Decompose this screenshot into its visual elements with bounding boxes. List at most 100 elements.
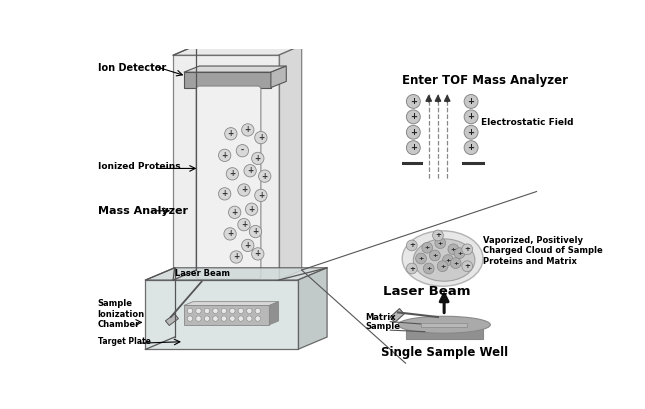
- Polygon shape: [279, 45, 302, 280]
- Text: +: +: [222, 151, 228, 160]
- Circle shape: [252, 152, 264, 164]
- Circle shape: [406, 240, 417, 251]
- Text: +: +: [410, 112, 417, 121]
- Polygon shape: [406, 325, 482, 339]
- Text: +: +: [252, 227, 259, 236]
- Text: +: +: [468, 112, 475, 121]
- Circle shape: [255, 316, 261, 321]
- Polygon shape: [173, 55, 279, 280]
- Circle shape: [250, 225, 262, 238]
- Circle shape: [246, 203, 258, 216]
- Circle shape: [246, 316, 252, 321]
- Circle shape: [430, 250, 441, 261]
- Circle shape: [246, 308, 252, 314]
- Circle shape: [224, 128, 237, 140]
- Circle shape: [236, 144, 248, 157]
- Text: +: +: [464, 263, 470, 269]
- Polygon shape: [184, 72, 271, 88]
- Circle shape: [213, 316, 218, 321]
- Circle shape: [204, 308, 210, 314]
- Text: Sample: Sample: [366, 322, 401, 331]
- Text: Sample
Ionization
Chamber: Sample Ionization Chamber: [97, 299, 144, 329]
- Text: Ion Detector: Ion Detector: [97, 63, 166, 73]
- Circle shape: [230, 316, 235, 321]
- Polygon shape: [184, 306, 270, 325]
- FancyBboxPatch shape: [196, 86, 261, 279]
- Text: +: +: [241, 220, 247, 229]
- Text: +: +: [244, 241, 251, 250]
- Circle shape: [464, 110, 478, 124]
- Text: +: +: [424, 245, 430, 250]
- Text: +: +: [453, 261, 459, 265]
- Text: +: +: [410, 97, 417, 106]
- Text: +: +: [229, 169, 235, 178]
- Polygon shape: [271, 66, 286, 88]
- Circle shape: [435, 238, 446, 249]
- Text: +: +: [258, 191, 264, 200]
- Polygon shape: [298, 268, 327, 349]
- Circle shape: [244, 164, 256, 177]
- Circle shape: [406, 263, 417, 274]
- Polygon shape: [145, 280, 298, 349]
- Circle shape: [406, 141, 421, 155]
- Circle shape: [259, 170, 271, 182]
- Circle shape: [464, 125, 478, 139]
- Text: +: +: [419, 256, 424, 261]
- Text: +: +: [410, 128, 417, 137]
- Circle shape: [442, 255, 453, 265]
- Circle shape: [238, 308, 244, 314]
- Circle shape: [238, 184, 250, 196]
- Text: Single Sample Well: Single Sample Well: [381, 346, 508, 359]
- Ellipse shape: [398, 316, 490, 333]
- Text: +: +: [255, 154, 261, 163]
- Text: Laser Beam: Laser Beam: [175, 269, 230, 278]
- Ellipse shape: [413, 239, 475, 281]
- Text: +: +: [438, 240, 443, 246]
- Circle shape: [196, 308, 201, 314]
- Polygon shape: [270, 302, 279, 325]
- Circle shape: [406, 125, 421, 139]
- Circle shape: [221, 316, 226, 321]
- Circle shape: [462, 261, 473, 272]
- Text: +: +: [426, 266, 432, 271]
- Text: +: +: [227, 229, 233, 238]
- Polygon shape: [390, 308, 404, 322]
- Circle shape: [213, 308, 218, 314]
- Text: +: +: [409, 265, 415, 272]
- Circle shape: [230, 251, 243, 263]
- Circle shape: [415, 253, 426, 264]
- Text: +: +: [241, 186, 247, 195]
- Text: +: +: [255, 249, 261, 258]
- Circle shape: [219, 188, 231, 200]
- Circle shape: [450, 258, 461, 269]
- Circle shape: [242, 124, 254, 136]
- Text: +: +: [468, 128, 475, 137]
- Text: +: +: [468, 143, 475, 152]
- Polygon shape: [184, 302, 279, 306]
- Circle shape: [422, 243, 433, 253]
- Circle shape: [238, 316, 244, 321]
- Text: Vaporized, Positively
Charged Cloud of Sample
Proteins and Matrix: Vaporized, Positively Charged Cloud of S…: [482, 236, 602, 266]
- Text: +: +: [451, 247, 456, 252]
- Text: +: +: [445, 258, 451, 263]
- Text: Laser Beam: Laser Beam: [382, 285, 470, 299]
- Circle shape: [204, 316, 210, 321]
- Text: Matrix: Matrix: [366, 313, 396, 322]
- Text: Target Plate: Target Plate: [97, 337, 150, 346]
- Text: +: +: [432, 253, 437, 258]
- Polygon shape: [184, 66, 286, 72]
- Circle shape: [255, 189, 267, 202]
- Circle shape: [406, 94, 421, 108]
- Circle shape: [437, 261, 448, 272]
- Circle shape: [238, 218, 250, 231]
- Circle shape: [423, 263, 434, 274]
- Circle shape: [255, 308, 261, 314]
- Circle shape: [242, 239, 254, 252]
- Circle shape: [252, 248, 264, 260]
- Text: +: +: [409, 243, 415, 248]
- Text: +: +: [457, 251, 462, 256]
- Text: +: +: [232, 208, 238, 217]
- Text: -: -: [241, 146, 244, 155]
- Polygon shape: [145, 268, 327, 280]
- Circle shape: [224, 228, 236, 240]
